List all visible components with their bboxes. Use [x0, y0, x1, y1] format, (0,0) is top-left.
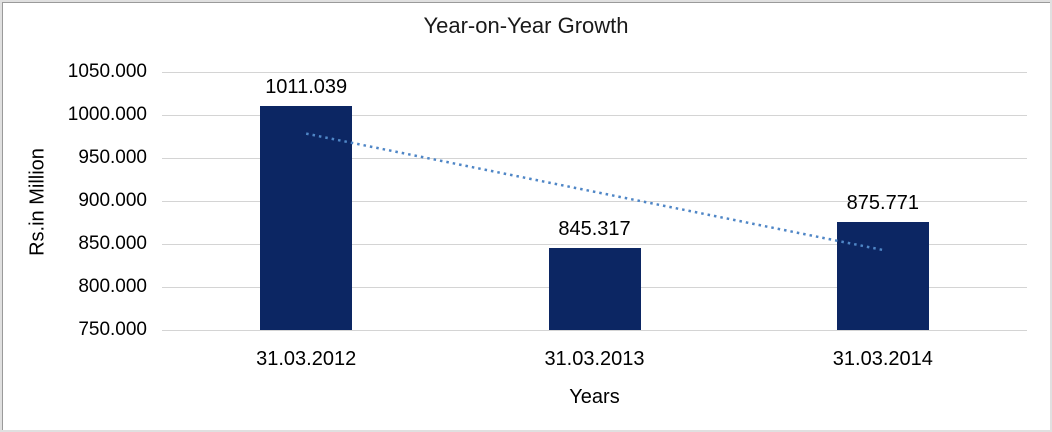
data-label: 845.317	[558, 218, 631, 241]
y-tick-label: 850.000	[78, 233, 147, 254]
y-tick-label: 800.000	[78, 276, 147, 297]
y-tick-label: 950.000	[78, 147, 147, 168]
y-tick-label: 1000.000	[67, 104, 147, 125]
bar-31.03.2013	[548, 248, 641, 330]
y-tick-label: 1050.000	[67, 61, 147, 82]
category-label: 31.03.2014	[832, 348, 933, 370]
bar-31.03.2012	[260, 105, 353, 330]
y-tick-label: 900.000	[78, 190, 147, 211]
gridline	[162, 329, 1027, 331]
gridline	[162, 114, 1027, 116]
bar-31.03.2014	[836, 221, 929, 330]
category-label: 31.03.2013	[544, 348, 645, 370]
y-tick-label: 750.000	[78, 319, 147, 340]
data-label: 875.771	[846, 191, 919, 214]
gridline	[162, 71, 1027, 73]
x-axis-title: Years	[569, 386, 620, 408]
chart-title: Year-on-Year Growth	[423, 13, 629, 38]
category-label: 31.03.2012	[256, 348, 357, 370]
data-label: 1011.039	[265, 75, 348, 98]
